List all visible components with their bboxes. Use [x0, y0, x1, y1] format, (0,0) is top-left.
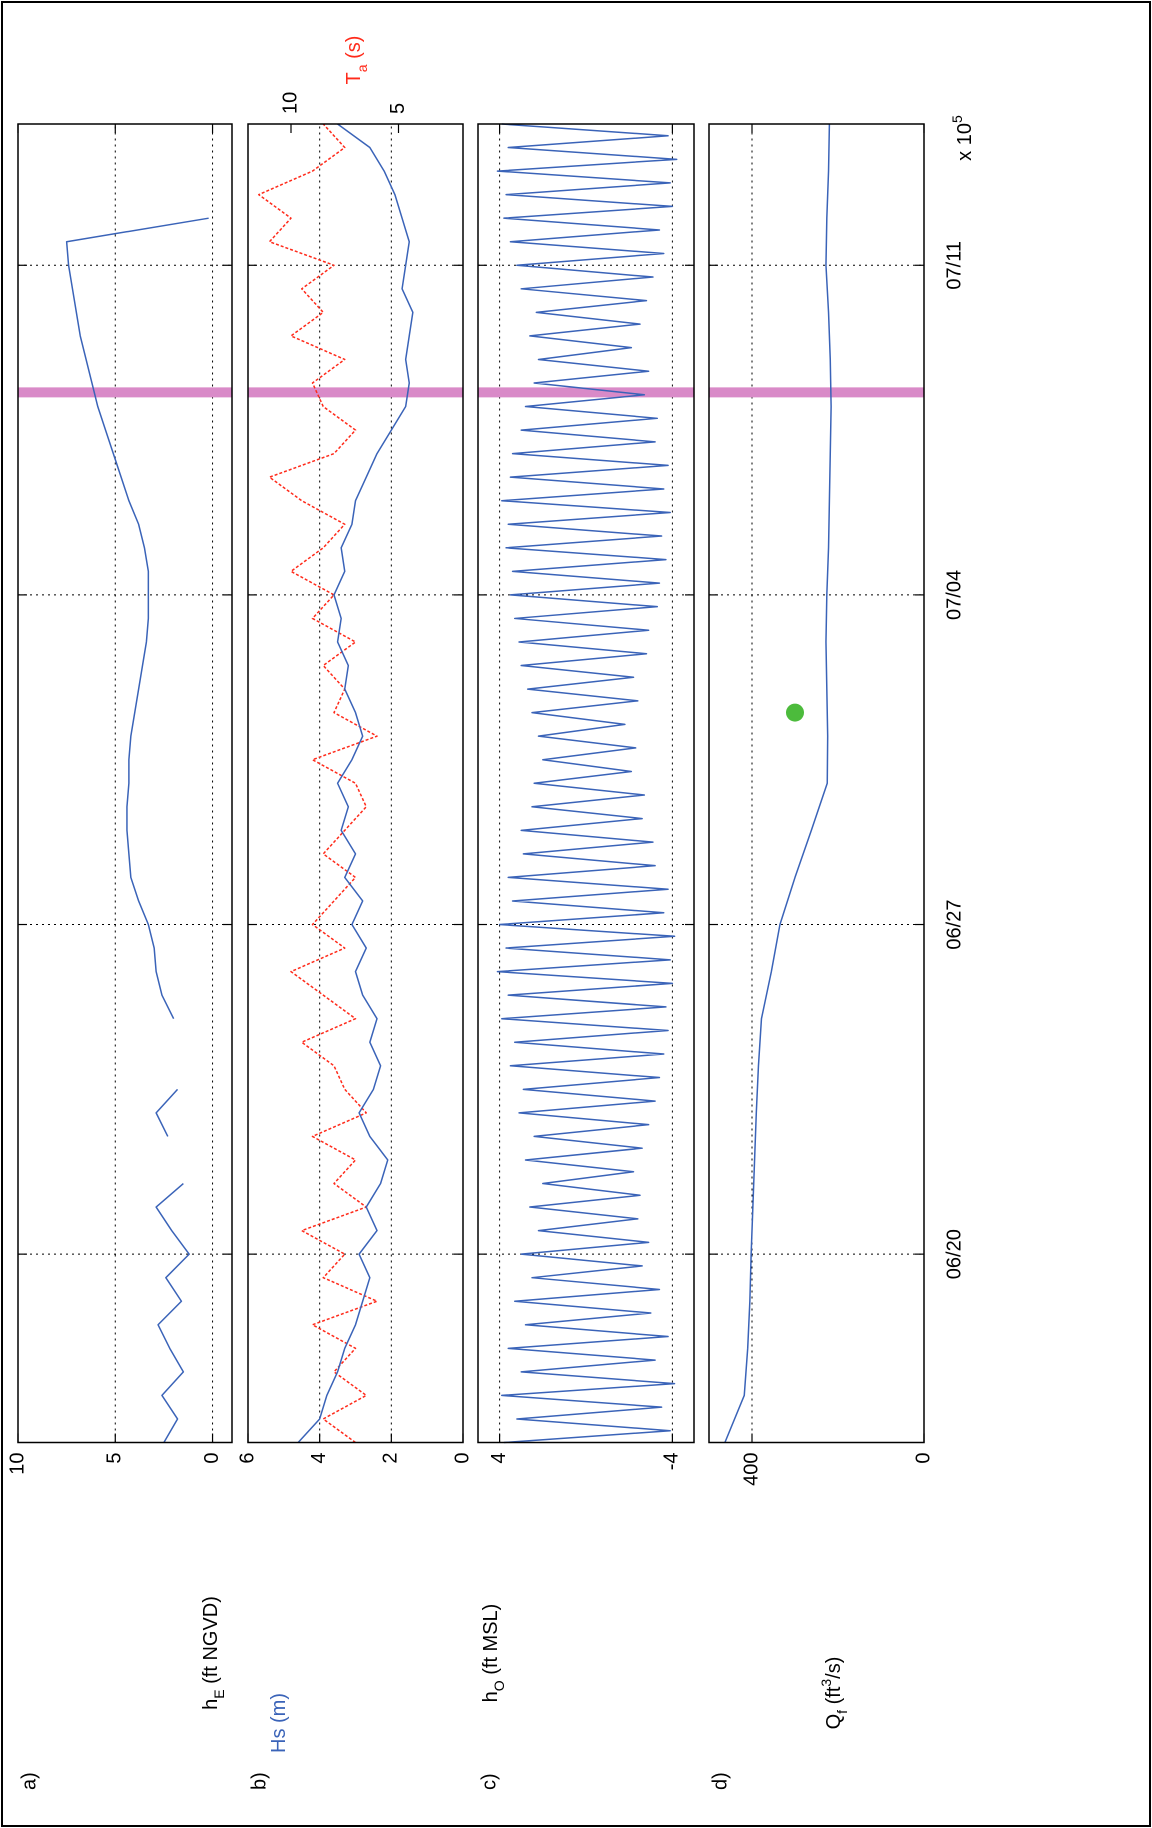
y-tick-label: 5	[104, 1453, 126, 1464]
y-axis-label: hO (ft MSL)	[480, 1604, 506, 1703]
y2-axis-label-part: T	[343, 72, 365, 84]
y-tick-label: 400	[740, 1453, 762, 1486]
y-tick-label: 0	[451, 1453, 473, 1464]
y-tick-label: -4	[661, 1453, 683, 1471]
y-axis-label: Qf (ft3/s)	[818, 1657, 850, 1730]
x-multiplier-base: x 10	[954, 123, 976, 161]
line-y2	[258, 123, 378, 1444]
axes-background	[709, 124, 924, 1443]
x-axis-multiplier: x 105	[949, 115, 977, 161]
panel-label: a)	[18, 1772, 40, 1790]
x-tick-label: 06/20	[943, 1229, 965, 1279]
y-tick-label: 6	[236, 1453, 258, 1464]
y-axis-label: Hs (m)	[268, 1693, 290, 1753]
axes-frame	[17, 123, 233, 1444]
x-multiplier-exponent: 5	[949, 115, 965, 123]
marker	[786, 703, 804, 722]
y2-axis-label-part: a	[354, 64, 370, 72]
y-tick-label: 0	[201, 1453, 223, 1464]
y-axis-label-part: h	[200, 1699, 222, 1710]
y-tick-label: 4	[488, 1453, 510, 1464]
y2-tick-label: 10	[279, 92, 301, 114]
y-axis-label-part: Hs (m)	[268, 1693, 290, 1753]
x-tick-label: 07/04	[943, 570, 965, 620]
axes-background	[478, 124, 694, 1443]
y-axis-label-part: /s)	[823, 1657, 845, 1679]
panel-label: b)	[248, 1772, 270, 1790]
line	[297, 123, 414, 1444]
y-axis-label-part: (ft MSL)	[480, 1604, 502, 1681]
axes-frame	[247, 123, 464, 1444]
y-axis-label-part: h	[480, 1691, 502, 1702]
axes-frame	[708, 123, 925, 1444]
x-tick-label: 07/11	[943, 241, 965, 290]
line	[724, 123, 832, 1443]
y2-axis-label-part: (s)	[343, 36, 365, 65]
panel-label: c)	[478, 1773, 500, 1790]
x-tick-label: 06/27	[943, 899, 965, 949]
y-tick-label: 4	[308, 1453, 330, 1464]
y-axis-label-part: Q	[823, 1714, 845, 1730]
y-axis-label: hE (ft NGVD)	[200, 1596, 226, 1710]
axes-background	[248, 124, 463, 1443]
y-axis-label-part: O	[491, 1680, 507, 1691]
line	[65, 217, 209, 1443]
y2-tick-label: 5	[387, 103, 409, 114]
panel-label: d)	[709, 1772, 731, 1790]
axes-frame	[477, 123, 695, 1444]
axes-background	[18, 124, 232, 1443]
y-tick-label: 2	[380, 1453, 402, 1464]
y-axis-label-part: E	[211, 1689, 227, 1698]
y-axis-label-part: (ft	[823, 1686, 845, 1710]
y-tick-label: 0	[912, 1453, 934, 1464]
line	[496, 123, 678, 1444]
y-tick-label: 10	[6, 1453, 28, 1475]
y-axis-label-part: f	[834, 1710, 850, 1714]
y-axis-label-part: (ft NGVD)	[200, 1596, 222, 1689]
y2-axis-label: Ta (s)	[343, 36, 369, 85]
y-axis-label-part: 3	[818, 1679, 834, 1687]
